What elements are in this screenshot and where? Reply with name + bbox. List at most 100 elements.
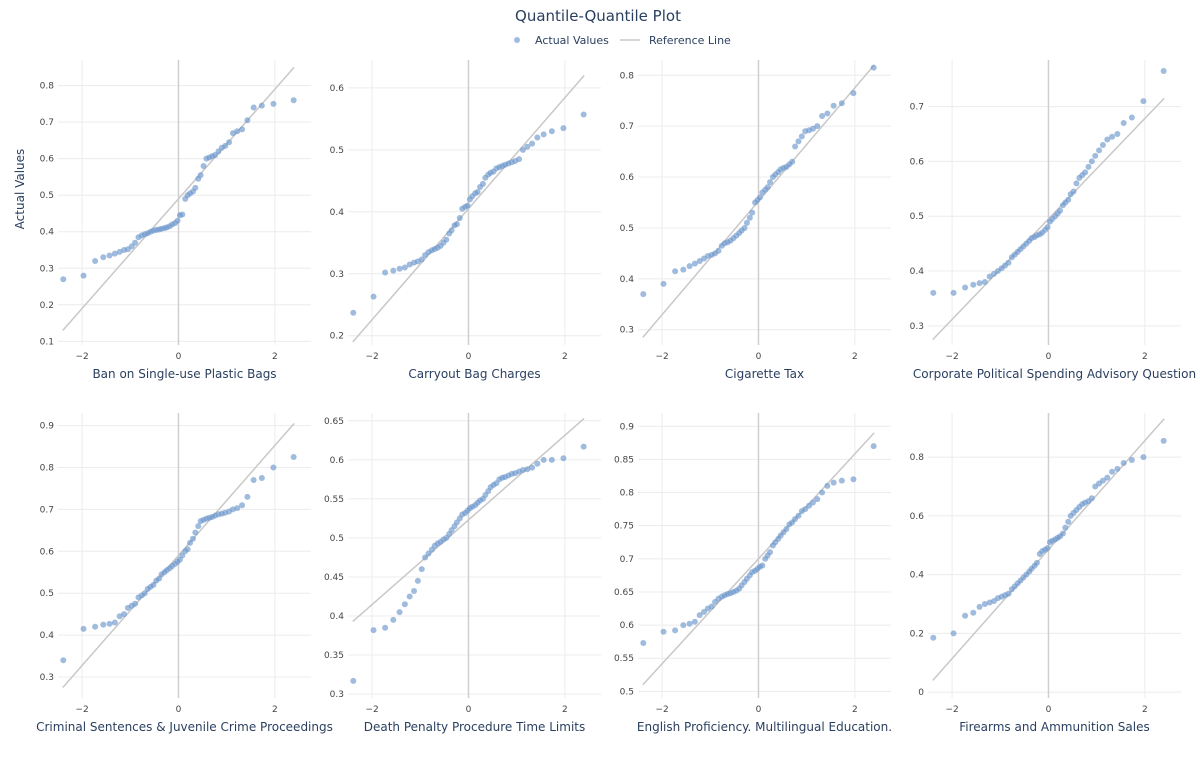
data-point[interactable] [111, 250, 118, 257]
data-point[interactable] [1099, 141, 1106, 148]
data-point[interactable] [1033, 559, 1040, 566]
data-point[interactable] [396, 265, 403, 272]
data-point[interactable] [672, 268, 679, 275]
data-point[interactable] [184, 546, 191, 553]
data-point[interactable] [60, 276, 67, 283]
data-point[interactable] [174, 217, 181, 224]
data-point[interactable] [529, 140, 536, 147]
data-point[interactable] [80, 625, 87, 632]
data-point[interactable] [809, 125, 816, 132]
data-point[interactable] [390, 616, 397, 623]
data-point[interactable] [80, 272, 87, 279]
data-point[interactable] [548, 128, 555, 135]
data-point[interactable] [696, 258, 703, 265]
data-point[interactable] [1065, 196, 1072, 203]
data-point[interactable] [1005, 259, 1012, 266]
data-point[interactable] [92, 257, 99, 264]
data-point[interactable] [1059, 530, 1066, 537]
data-point[interactable] [819, 489, 826, 496]
data-point[interactable] [195, 523, 202, 530]
data-point[interactable] [809, 499, 816, 506]
data-point[interactable] [529, 464, 536, 471]
data-point[interactable] [453, 221, 460, 228]
data-point[interactable] [798, 133, 805, 140]
data-point[interactable] [970, 281, 977, 288]
data-point[interactable] [100, 254, 107, 261]
legend[interactable]: Actual Values Reference Line [514, 34, 731, 47]
data-point[interactable] [250, 104, 257, 111]
data-point[interactable] [418, 566, 425, 573]
data-point[interactable] [1005, 590, 1012, 597]
data-point[interactable] [792, 143, 799, 150]
data-point[interactable] [1085, 163, 1092, 170]
data-point[interactable] [1044, 224, 1051, 231]
data-point[interactable] [519, 146, 526, 153]
data-point[interactable] [1120, 120, 1127, 127]
data-point[interactable] [981, 600, 988, 607]
data-point[interactable] [850, 476, 857, 483]
data-point[interactable] [250, 477, 257, 484]
data-point[interactable] [150, 581, 157, 588]
data-point[interactable] [1109, 468, 1116, 475]
data-point[interactable] [197, 172, 204, 179]
data-point[interactable] [976, 280, 983, 287]
data-point[interactable] [540, 131, 547, 138]
data-point[interactable] [222, 142, 229, 149]
data-point[interactable] [660, 280, 667, 287]
data-point[interactable] [1140, 454, 1147, 461]
data-point[interactable] [691, 618, 698, 625]
data-point[interactable] [560, 125, 567, 132]
data-point[interactable] [516, 156, 523, 163]
data-point[interactable] [686, 263, 693, 270]
data-point[interactable] [401, 601, 408, 608]
data-point[interactable] [1088, 158, 1095, 165]
data-point[interactable] [743, 219, 750, 226]
data-point[interactable] [580, 443, 587, 450]
data-point[interactable] [1092, 152, 1099, 159]
data-point[interactable] [824, 482, 831, 489]
data-point[interactable] [672, 627, 679, 634]
data-point[interactable] [970, 609, 977, 616]
data-point[interactable] [350, 309, 357, 316]
data-point[interactable] [100, 621, 107, 628]
data-point[interactable] [680, 622, 687, 629]
data-point[interactable] [715, 247, 722, 254]
data-point[interactable] [396, 609, 403, 616]
data-point[interactable] [749, 209, 756, 216]
data-point[interactable] [1099, 477, 1106, 484]
data-point[interactable] [746, 214, 753, 221]
data-point[interactable] [560, 455, 567, 462]
data-point[interactable] [930, 289, 937, 296]
data-point[interactable] [258, 474, 265, 481]
data-point[interactable] [1128, 114, 1135, 121]
data-point[interactable] [795, 512, 802, 519]
data-point[interactable] [524, 466, 531, 473]
data-point[interactable] [448, 227, 455, 234]
data-point[interactable] [1114, 130, 1121, 137]
data-point[interactable] [60, 657, 67, 664]
data-point[interactable] [696, 612, 703, 619]
data-point[interactable] [741, 224, 748, 231]
data-point[interactable] [789, 158, 796, 165]
data-point[interactable] [474, 188, 481, 195]
data-point[interactable] [1104, 474, 1111, 481]
data-point[interactable] [187, 539, 194, 546]
data-point[interactable] [767, 549, 774, 556]
data-point[interactable] [1073, 180, 1080, 187]
data-point[interactable] [479, 180, 486, 187]
data-point[interactable] [414, 577, 421, 584]
data-point[interactable] [141, 590, 148, 597]
data-point[interactable] [1057, 207, 1064, 214]
data-point[interactable] [838, 477, 845, 484]
data-point[interactable] [795, 138, 802, 145]
data-point[interactable] [708, 603, 715, 610]
data-point[interactable] [443, 236, 450, 243]
data-point[interactable] [270, 100, 277, 107]
data-point[interactable] [1088, 495, 1095, 502]
data-point[interactable] [244, 117, 251, 124]
data-point[interactable] [401, 264, 408, 271]
data-point[interactable] [350, 677, 357, 684]
data-point[interactable] [92, 623, 99, 630]
data-point[interactable] [850, 90, 857, 97]
data-point[interactable] [1160, 67, 1167, 74]
